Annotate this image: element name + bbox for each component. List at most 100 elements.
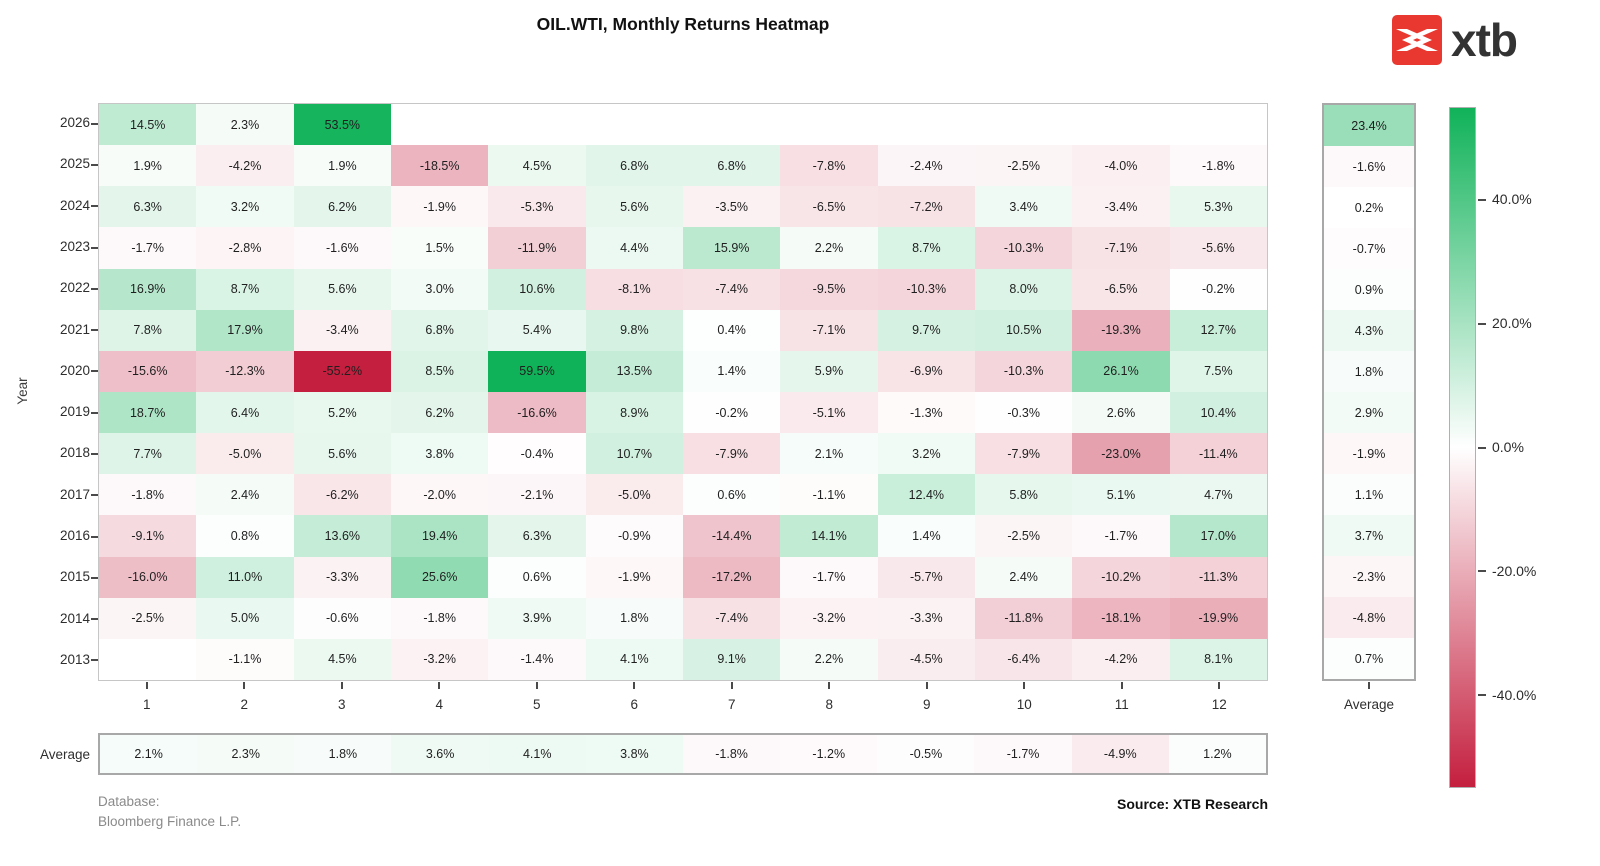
heatmap-cell: -10.3% (975, 350, 1073, 392)
heatmap-cell: -1.7% (1072, 515, 1170, 557)
y-tick-mark (91, 618, 98, 621)
heatmap-cell: 5.2% (293, 391, 391, 434)
heatmap-cell: 10.5% (975, 309, 1073, 351)
heatmap-cell: -6.5% (780, 186, 878, 228)
y-tick-mark (91, 122, 98, 125)
heatmap-cell: 9.7% (877, 309, 975, 351)
heatmap-cell: 2.4% (975, 556, 1073, 598)
month-average-cell: 1.8% (294, 735, 392, 773)
colorbar-tick-label: 0.0% (1492, 439, 1524, 455)
heatmap-cell: 2.4% (196, 474, 294, 516)
y-tick-mark (91, 411, 98, 414)
heatmap-cell: -0.9% (585, 515, 683, 557)
x-tick-mark (243, 682, 246, 689)
heatmap-cell: 5.4% (488, 309, 586, 351)
year-average-cell: 2.9% (1324, 392, 1414, 433)
heatmap-cell: 3.8% (391, 433, 489, 475)
x-tick-mark (145, 682, 148, 689)
heatmap-cell: 10.6% (488, 268, 586, 310)
heatmap-cell: -7.1% (780, 309, 878, 351)
month-average-cell: -1.2% (780, 735, 878, 773)
month-average-cell: 3.6% (391, 735, 489, 773)
heatmap-cell: 18.7% (99, 391, 197, 434)
heatmap-cell: -55.2% (293, 350, 391, 392)
heatmap-cell: -14.4% (683, 515, 781, 557)
heatmap-cell: 6.2% (293, 186, 391, 228)
heatmap-cell: 5.3% (1169, 186, 1267, 228)
heatmap-cell: -2.5% (975, 145, 1073, 187)
heatmap-cell: 8.1% (1169, 638, 1267, 680)
heatmap-cell: 26.1% (1072, 350, 1170, 392)
colorbar-tick-mark (1478, 570, 1486, 573)
y-tick-label: 2019 (59, 404, 90, 420)
y-tick-label: 2015 (59, 569, 90, 585)
heatmap-cell: 7.7% (99, 433, 197, 475)
heatmap-cell: 6.3% (488, 515, 586, 557)
y-tick-label: 2023 (59, 239, 90, 254)
heatmap-cell: -15.6% (99, 350, 197, 392)
heatmap-cell: 17.9% (196, 309, 294, 351)
heatmap-cell: -5.0% (585, 474, 683, 516)
colorbar-tick-mark (1478, 322, 1486, 325)
heatmap-cell: 3.2% (196, 186, 294, 228)
x-tick-label: 3 (337, 697, 346, 712)
y-tick-mark (91, 329, 98, 332)
heatmap-cell: 1.4% (683, 350, 781, 392)
month-average-cell: 1.2% (1168, 735, 1266, 773)
heatmap-cell: 4.4% (585, 227, 683, 269)
footer-database-name: Bloomberg Finance L.P. (98, 814, 242, 829)
x-tick-mark (535, 682, 538, 689)
heatmap-cell: 7.8% (99, 309, 197, 351)
y-tick-label: 2020 (59, 362, 90, 378)
year-average-cell: 0.7% (1324, 638, 1414, 679)
year-average-cell: 3.7% (1324, 515, 1414, 556)
heatmap-cell: 0.4% (683, 309, 781, 351)
colorbar-tick-mark (1478, 446, 1486, 449)
y-tick-label: 2026 (59, 115, 90, 131)
heatmap-cell (391, 104, 488, 145)
x-tick-mark (925, 682, 928, 689)
heatmap-cell: 11.0% (196, 556, 294, 598)
y-tick-label: 2017 (59, 486, 90, 502)
xtb-logo-text: xtb (1451, 14, 1518, 66)
y-tick-mark (91, 287, 98, 290)
heatmap-cell: 1.9% (99, 145, 197, 187)
heatmap-cell: -7.4% (683, 597, 781, 639)
heatmap-cell: 9.8% (585, 309, 683, 351)
heatmap-cell: -0.2% (1169, 268, 1267, 310)
heatmap-cell: 6.8% (391, 309, 489, 351)
month-average-cell: -0.5% (877, 735, 975, 773)
heatmap-cell: 8.5% (391, 350, 489, 392)
average-column-tick-mark (1368, 682, 1370, 689)
heatmap-cell: -1.9% (391, 186, 489, 228)
year-average-cell: 4.3% (1324, 310, 1414, 351)
y-tick-label: 2021 (59, 321, 90, 337)
heatmap-cell: -1.7% (99, 227, 197, 269)
heatmap-cell: 10.4% (1169, 391, 1267, 434)
y-tick-label: 2016 (59, 528, 90, 543)
heatmap-cell: -18.5% (391, 145, 489, 187)
heatmap-cell: 1.8% (585, 597, 683, 639)
x-tick-label: 6 (630, 697, 638, 712)
heatmap-cell: 9.1% (683, 638, 781, 680)
colorbar (1449, 107, 1476, 788)
heatmap-cell: -10.2% (1072, 556, 1170, 598)
colorbar-tick-mark (1478, 694, 1486, 697)
month-average-row: 2.1% 2.3% 1.8% 3.6% 4.1% 3.8% -1.8% -1.2% -0.5% -… (98, 733, 1268, 775)
heatmap-cell: -4.5% (877, 638, 975, 680)
heatmap-cell: 5.6% (585, 186, 683, 228)
heatmap-cell: -19.3% (1072, 309, 1170, 351)
x-tick-mark (1120, 682, 1123, 689)
heatmap-cell (488, 104, 585, 145)
heatmap-cell: -8.1% (585, 268, 683, 310)
heatmap-cell: -1.3% (877, 391, 975, 434)
heatmap-cell: -2.5% (99, 597, 197, 639)
heatmap-cell: 4.7% (1169, 474, 1267, 516)
xtb-logo-icon (1392, 15, 1442, 65)
heatmap-cell: 4.5% (488, 145, 586, 187)
heatmap-cell: -1.6% (293, 227, 391, 269)
heatmap-cell: -1.9% (585, 556, 683, 598)
y-tick-label: 2025 (59, 156, 90, 172)
heatmap-cell: 4.1% (585, 638, 683, 680)
heatmap-cell: 0.6% (488, 556, 586, 598)
